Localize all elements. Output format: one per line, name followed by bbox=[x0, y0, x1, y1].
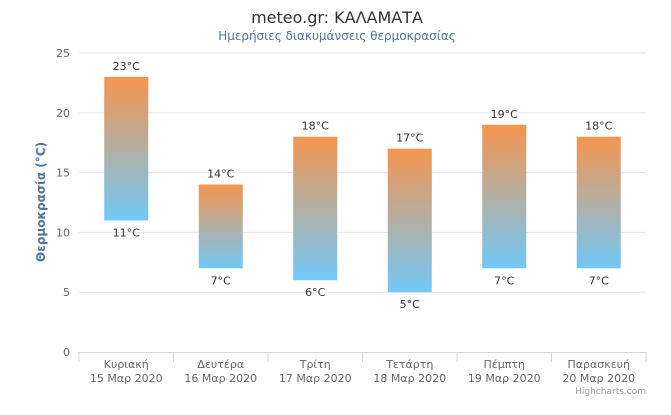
chart-subtitle: Ημερήσιες διακυμάνσεις θερμοκρασίας bbox=[218, 29, 456, 43]
credits[interactable]: Highcharts.com bbox=[575, 387, 646, 397]
low-label: 7°C bbox=[211, 274, 231, 287]
x-tick-label-date: 19 Μαρ 2020 bbox=[468, 372, 541, 385]
chart-title: meteo.gr: ΚΑΛΑΜΑΤΑ bbox=[251, 8, 423, 27]
high-label: 23°C bbox=[113, 60, 140, 73]
y-tick-label: 15 bbox=[56, 167, 70, 180]
range-bar[interactable] bbox=[104, 76, 149, 221]
x-tick-label-day: Τετάρτη bbox=[385, 358, 433, 371]
low-label: 7°C bbox=[589, 274, 609, 287]
low-label: 11°C bbox=[113, 226, 140, 239]
x-tick-label-date: 20 Μαρ 2020 bbox=[562, 372, 635, 385]
range-bar[interactable] bbox=[198, 184, 243, 269]
bars: 23°C 11°C 14°C 7°C 18°C 6°C 17°C 5°C 19°C 7°C 18°C… bbox=[104, 60, 621, 311]
high-label: 19°C bbox=[491, 108, 518, 121]
high-label: 14°C bbox=[207, 168, 234, 181]
x-tick-label-day: Δευτέρα bbox=[197, 358, 244, 371]
y-axis-ticks: 0 5 10 15 20 25 bbox=[56, 47, 70, 359]
x-tick-label-day: Κυριακή bbox=[104, 358, 149, 371]
x-tick-label-date: 18 Μαρ 2020 bbox=[373, 372, 446, 385]
y-tick-label: 10 bbox=[56, 226, 70, 239]
y-tick-label: 5 bbox=[63, 286, 70, 299]
high-label: 18°C bbox=[585, 120, 612, 133]
y-tick-label: 0 bbox=[63, 346, 70, 359]
low-label: 6°C bbox=[305, 286, 325, 299]
low-label: 5°C bbox=[400, 298, 420, 311]
y-axis-title: Θερμοκρασία (°C) bbox=[34, 142, 48, 262]
high-label: 17°C bbox=[396, 132, 423, 145]
x-tick-label-day: Τρίτη bbox=[299, 358, 331, 371]
low-label: 7°C bbox=[494, 274, 514, 287]
x-tick-label-date: 16 Μαρ 2020 bbox=[184, 372, 257, 385]
range-bar[interactable] bbox=[576, 136, 621, 269]
range-bar[interactable] bbox=[387, 148, 432, 293]
range-bar[interactable] bbox=[293, 136, 338, 281]
y-tick-label: 25 bbox=[56, 47, 70, 60]
gridlines bbox=[79, 52, 646, 293]
x-tick-label-date: 15 Μαρ 2020 bbox=[90, 372, 163, 385]
range-bar[interactable] bbox=[482, 124, 527, 269]
x-tick-label-day: Πέμπτη bbox=[484, 358, 525, 371]
x-tick-label-day: Παρασκευή bbox=[568, 358, 631, 371]
x-tick-label-date: 17 Μαρ 2020 bbox=[279, 372, 352, 385]
y-tick-label: 20 bbox=[56, 107, 70, 120]
high-label: 18°C bbox=[302, 120, 329, 133]
